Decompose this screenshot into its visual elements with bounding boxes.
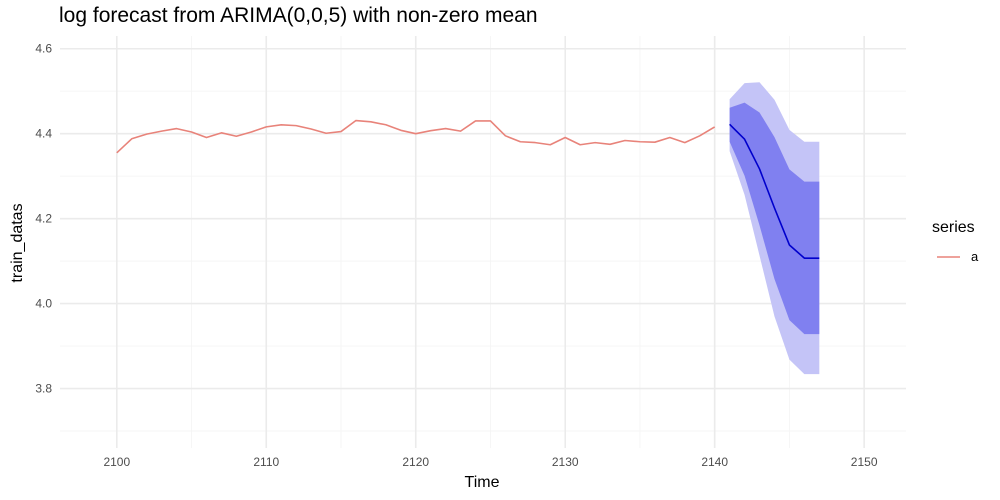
series-lines — [116, 119, 820, 259]
x-tick-label: 2120 — [402, 455, 429, 469]
y-tick-label: 3.8 — [35, 382, 52, 396]
x-axis-title: Time — [465, 474, 500, 491]
y-tick-label: 4.2 — [35, 212, 52, 226]
y-axis-title: train_datas — [9, 203, 26, 282]
legend-title: series — [932, 219, 975, 236]
y-tick-label: 4.0 — [35, 297, 52, 311]
x-tick-label: 2100 — [103, 455, 130, 469]
forecast-mean-line — [729, 123, 820, 259]
x-tick-label: 2110 — [253, 455, 279, 469]
y-tick-label: 4.4 — [35, 127, 52, 141]
series-line-a — [116, 119, 716, 154]
x-tick-label: 2130 — [552, 455, 579, 469]
y-axis-ticks: 3.8 4.0 4.2 4.4 4.6 — [35, 42, 52, 396]
x-axis-ticks: 2100 2110 2120 2130 2140 2150 — [103, 455, 877, 469]
interval-80-band — [729, 102, 820, 335]
legend-label-a: a — [971, 249, 979, 264]
x-tick-label: 2150 — [851, 455, 878, 469]
legend: series a — [932, 219, 979, 264]
forecast-intervals — [729, 82, 820, 375]
x-tick-label: 2140 — [701, 455, 728, 469]
chart-title: log forecast from ARIMA(0,0,5) with non-… — [59, 4, 538, 27]
y-tick-label: 4.6 — [35, 42, 52, 56]
minor-gridlines — [60, 36, 906, 448]
